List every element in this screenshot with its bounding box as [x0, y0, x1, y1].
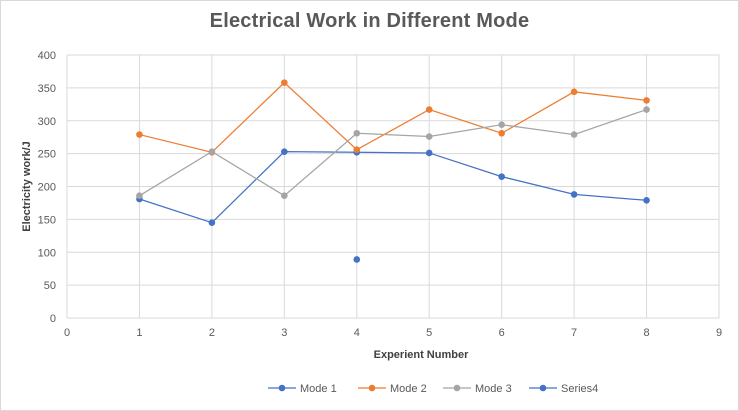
legend-marker [539, 384, 547, 392]
series-line [139, 108, 647, 197]
data-point [353, 129, 361, 137]
series-line [139, 81, 647, 153]
data-point [425, 106, 433, 113]
data-point [208, 148, 216, 155]
legend-marker [278, 384, 286, 392]
y-tick-label: 250 [38, 149, 56, 161]
x-tick-label: 6 [499, 327, 505, 339]
grid-lines [66, 54, 720, 319]
x-tick-label: 4 [354, 327, 360, 339]
y-tick-label: 350 [38, 83, 56, 95]
series-4 [353, 256, 361, 263]
legend-marker [453, 384, 461, 392]
data-point [498, 173, 505, 180]
legend-label: Mode 3 [475, 383, 512, 395]
x-axis-title: Experient Number [374, 349, 469, 361]
x-tick-label: 5 [426, 327, 432, 339]
data-point [643, 97, 650, 104]
y-tick-label: 300 [38, 116, 56, 128]
x-tick-label: 0 [64, 327, 70, 339]
data-point [281, 79, 288, 86]
y-tick-label: 200 [38, 182, 56, 194]
chart-title: Electrical Work in Different Mode [209, 10, 530, 32]
data-point [643, 106, 650, 113]
series-3 [136, 106, 650, 200]
axes: 0 50 100 150 200 250 300 350 400 0 1 2 3 4 5 6 7 8 9 [38, 50, 722, 339]
legend-label: Series4 [561, 383, 598, 395]
y-tick-label: 400 [38, 50, 56, 62]
data-point [570, 191, 578, 198]
series-2 [136, 79, 650, 156]
series-layer [136, 79, 650, 263]
data-point [570, 88, 578, 96]
x-tick-label: 2 [209, 327, 215, 339]
data-point [208, 219, 216, 226]
data-point [570, 131, 578, 138]
data-point [353, 146, 361, 153]
series-1 [136, 148, 650, 226]
data-point [425, 149, 433, 157]
y-tick-label: 50 [44, 280, 56, 292]
data-point [136, 192, 143, 200]
x-tick-label: 3 [281, 327, 287, 339]
y-axis-title: Electricity work/J [21, 141, 33, 232]
x-tick-label: 9 [716, 327, 722, 339]
data-point [281, 148, 288, 155]
legend-label: Mode 1 [300, 383, 337, 395]
data-point [353, 256, 361, 263]
data-point [498, 129, 505, 137]
data-point [136, 131, 143, 138]
legend-marker [368, 384, 376, 392]
data-point [643, 197, 650, 204]
y-tick-label: 150 [38, 214, 56, 226]
data-point [498, 121, 505, 128]
x-tick-label: 1 [136, 327, 142, 339]
x-tick-label: 7 [571, 327, 577, 339]
data-point [425, 133, 433, 140]
data-point [281, 192, 288, 200]
legend: Mode 1 Mode 2 Mode 3 Series4 [268, 383, 598, 395]
y-tick-label: 100 [38, 247, 56, 259]
y-tick-label: 0 [50, 313, 56, 325]
legend-label: Mode 2 [390, 383, 427, 395]
series-line [139, 151, 647, 224]
x-tick-label: 8 [643, 327, 649, 339]
